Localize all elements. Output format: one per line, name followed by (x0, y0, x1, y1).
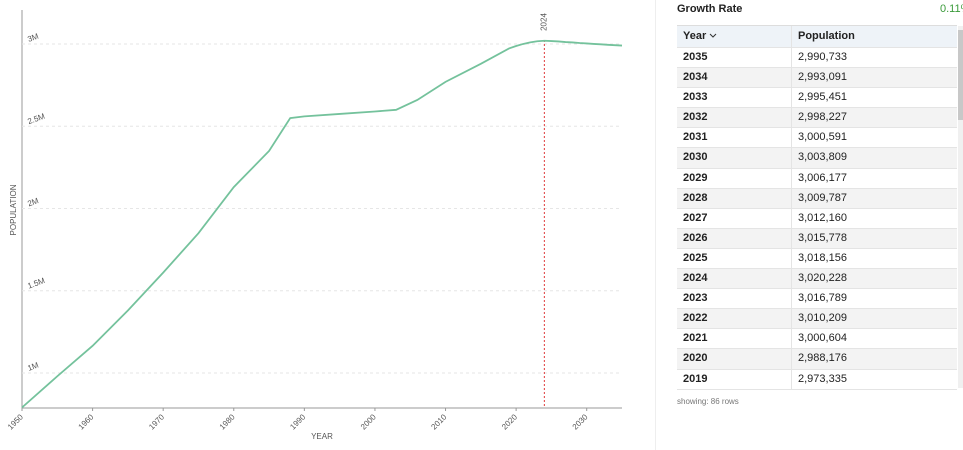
table-cell: 2026 (677, 228, 792, 248)
table-row[interactable]: 2023 3,016,789 (677, 289, 957, 310)
x-tick-label: 1990 (288, 412, 307, 431)
header-cell[interactable]: Year (677, 26, 792, 47)
table-cell: 3,010,209 (798, 312, 847, 325)
table-cell: 2,993,091 (798, 71, 847, 84)
table-cell: 2024 (677, 269, 792, 289)
table-cell: 2,998,227 (798, 111, 847, 124)
x-tick-label: 1980 (218, 412, 237, 431)
header-text: Year (683, 30, 707, 42)
table-row[interactable]: 2019 2,973,335 (677, 369, 957, 390)
table-cell: 2025 (677, 248, 792, 269)
y-tick-label: 2M (26, 196, 40, 208)
x-axis-label: YEAR (311, 432, 333, 441)
x-tick-label: 1960 (77, 412, 96, 431)
table-row[interactable]: 2029 3,006,177 (677, 168, 957, 189)
table-cell: 2032 (677, 108, 792, 128)
table-cell: 3,020,228 (798, 272, 847, 285)
table-cell: 2030 (677, 148, 792, 168)
growth-rate-value: 0.11% (940, 3, 963, 15)
table-cell: 3,000,591 (798, 131, 847, 144)
table-cell: 2029 (677, 168, 792, 188)
table-cell: 2031 (677, 128, 792, 148)
reference-label: 2024 (539, 13, 548, 31)
table-row[interactable]: 2031 3,000,591 (677, 128, 957, 149)
table-cell: 2033 (677, 88, 792, 108)
y-axis-label: POPULATION (9, 184, 18, 235)
chart: YEAR POPULATION 1M 1.5M 2M 2.5M 3M 1950 1960 19… (6, 10, 623, 441)
table-header: Year Population (677, 26, 957, 48)
x-tick-label: 2010 (429, 412, 448, 431)
table-row[interactable]: 2026 3,015,778 (677, 228, 957, 249)
y-tick-label: 2.5M (26, 111, 46, 126)
data-line (21, 39, 623, 409)
table-row[interactable]: 2020 2,988,176 (677, 349, 957, 370)
table-cell: 3,015,778 (798, 231, 847, 244)
table-row[interactable]: 2032 2,998,227 (677, 108, 957, 129)
x-tick-label: 1970 (147, 412, 166, 431)
table-cell: 3,000,604 (798, 332, 847, 345)
table-cell: 2019 (677, 369, 792, 389)
table-cell: 2,973,335 (798, 372, 847, 385)
table-cell: 2027 (677, 208, 792, 228)
table-cell: 3,003,809 (798, 151, 847, 164)
sort-icon (709, 33, 717, 38)
table-row[interactable]: 2025 3,018,156 (677, 248, 957, 270)
table-cell: 2021 (677, 329, 792, 349)
table-cell: 2035 (677, 48, 792, 68)
table-cell: 2028 (677, 188, 792, 208)
row-count: showing: 86 rows (677, 397, 739, 406)
scrollbar-thumb[interactable] (958, 30, 963, 120)
table-row[interactable]: 2027 3,012,160 (677, 208, 957, 229)
table-cell: 2034 (677, 68, 792, 88)
table-cell: 2020 (677, 349, 792, 369)
table-cell: 2,988,176 (798, 352, 847, 365)
table-row[interactable]: 2021 3,000,604 (677, 329, 957, 350)
table-row[interactable]: 2028 3,009,787 (677, 188, 957, 209)
table-row[interactable]: 2030 3,003,809 (677, 148, 957, 169)
y-tick-label: 3M (26, 32, 40, 44)
table-row[interactable]: 2022 3,010,209 (677, 309, 957, 330)
table-cell: 3,012,160 (798, 211, 847, 224)
table-row[interactable]: 2035 2,990,733 (677, 48, 957, 69)
table-cell: 2,995,451 (798, 91, 847, 104)
table-cell: 2022 (677, 309, 792, 329)
x-tick-label: 2020 (500, 412, 519, 431)
table-cell: 3,018,156 (798, 251, 847, 264)
table-cell: 3,006,177 (798, 171, 847, 184)
table-cell: 3,016,789 (798, 292, 847, 305)
table-row[interactable]: 2024 3,020,228 (677, 269, 957, 290)
x-tick-label: 2030 (571, 412, 590, 431)
divider (655, 0, 656, 450)
growth-rate-label: Growth Rate (677, 3, 743, 15)
x-tick-label: 1950 (6, 412, 25, 431)
table-cell: 3,009,787 (798, 191, 847, 204)
y-tick-label: 1.5M (26, 276, 46, 291)
table-cell: 2023 (677, 289, 792, 309)
table-cell: 2,990,733 (798, 51, 847, 63)
data-table: Year Population 2035 2,990,733 2034 2,993,0… (677, 25, 957, 390)
scrollbar[interactable] (958, 26, 963, 388)
x-tick-label: 2000 (359, 412, 378, 431)
header-cell[interactable]: Population (798, 30, 855, 42)
y-tick-label: 1M (26, 360, 40, 372)
table-row[interactable]: 2033 2,995,451 (677, 88, 957, 109)
table-row[interactable]: 2034 2,993,091 (677, 68, 957, 89)
